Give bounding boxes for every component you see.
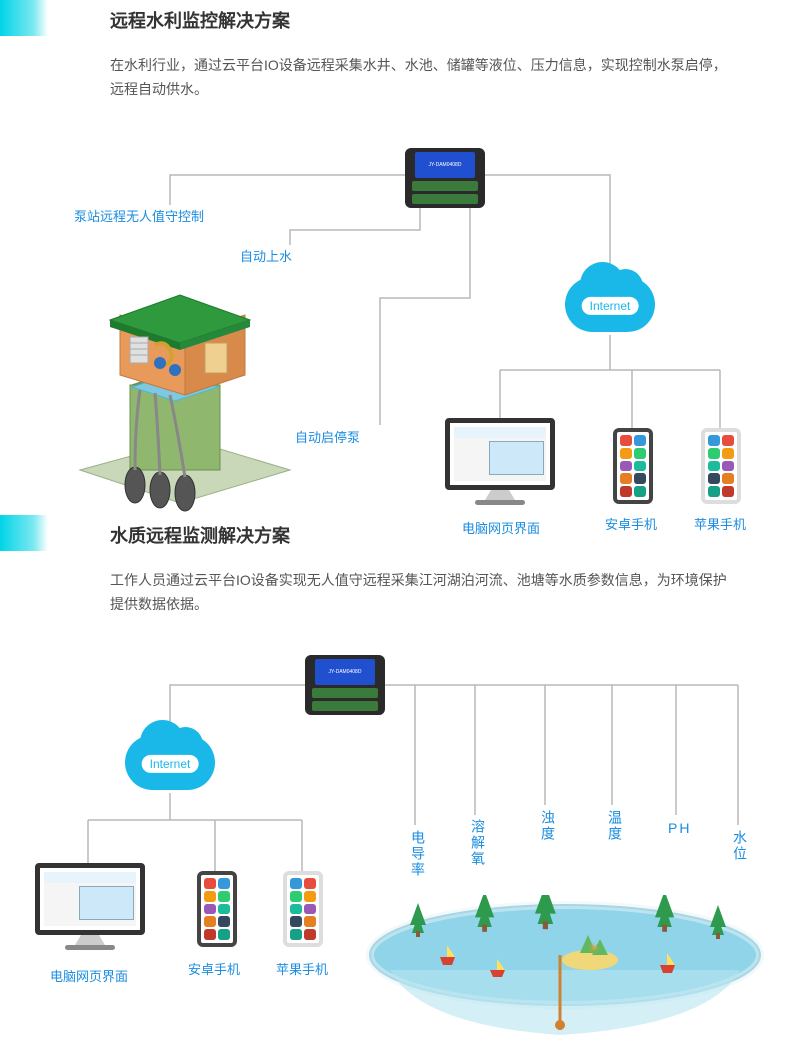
section1-description: 在水利行业，通过云平台IO设备远程采集水井、水池、储罐等液位、压力信息，实现控制… — [110, 54, 730, 102]
section-water-control: 远程水利监控解决方案 在水利行业，通过云平台IO设备远程采集水井、水池、储罐等液… — [0, 0, 790, 515]
controller-ports — [412, 194, 478, 204]
monitor-screen-icon — [35, 863, 145, 935]
pc-monitor-2 — [30, 863, 150, 950]
section2-header: 水质远程监测解决方案 — [0, 515, 790, 555]
controller-ports — [412, 181, 478, 191]
header-accent — [0, 0, 48, 36]
android-label-2: 安卓手机 — [188, 959, 240, 978]
io-controller-2: JY-DAM0408D — [305, 655, 385, 715]
cloud-label: Internet — [142, 754, 199, 772]
cloud-label: Internet — [582, 296, 639, 314]
annotation-auto-pump: 自动启停泵 — [295, 427, 360, 446]
section2-title: 水质远程监测解决方案 — [110, 522, 290, 548]
section1-header: 远程水利监控解决方案 — [0, 0, 790, 40]
diagram-water-control: JY-DAM0408D Internet 泵站远程无人值守控制 自动上水 自动启… — [0, 130, 790, 510]
pump-station-icon — [70, 245, 290, 505]
iphone-phone-2 — [280, 871, 325, 947]
param-oxygen: 溶解氧 — [468, 819, 488, 867]
monitor-screen-icon — [445, 418, 555, 490]
io-controller: JY-DAM0408D — [405, 148, 485, 208]
param-level: 水位 — [730, 830, 750, 862]
pc-monitor — [440, 418, 560, 505]
diagram-water-quality: JY-DAM0408D Internet 电脑网页界面 安卓手机 — [0, 615, 790, 1045]
section2-description: 工作人员通过云平台IO设备实现无人值守远程采集江河湖泊河流、池塘等水质参数信息，… — [110, 569, 730, 617]
param-temperature: 温度 — [605, 810, 625, 842]
controller-screen: JY-DAM0408D — [315, 659, 375, 685]
param-conductivity: 电导率 — [408, 830, 428, 878]
param-ph: PH — [668, 820, 691, 836]
iphone-label-2: 苹果手机 — [276, 959, 328, 978]
lake-icon: ✳ — [360, 895, 760, 1025]
android-phone-2 — [194, 871, 239, 947]
internet-cloud: Internet — [565, 277, 655, 332]
internet-cloud-2: Internet — [125, 735, 215, 790]
pc-label-2: 电脑网页界面 — [50, 966, 128, 985]
section-water-quality: 水质远程监测解决方案 工作人员通过云平台IO设备实现无人值守远程采集江河湖泊河流… — [0, 515, 790, 1040]
iphone-phone — [698, 428, 743, 504]
controller-screen: JY-DAM0408D — [415, 152, 475, 178]
android-phone — [610, 428, 655, 504]
header-accent — [0, 515, 48, 551]
param-turbidity: 浊度 — [538, 810, 558, 842]
controller-ports — [312, 688, 378, 698]
svg-text:✳: ✳ — [588, 940, 600, 956]
section1-title: 远程水利监控解决方案 — [110, 7, 290, 33]
annotation-pump-remote: 泵站远程无人值守控制 — [74, 206, 204, 225]
controller-ports — [312, 701, 378, 711]
